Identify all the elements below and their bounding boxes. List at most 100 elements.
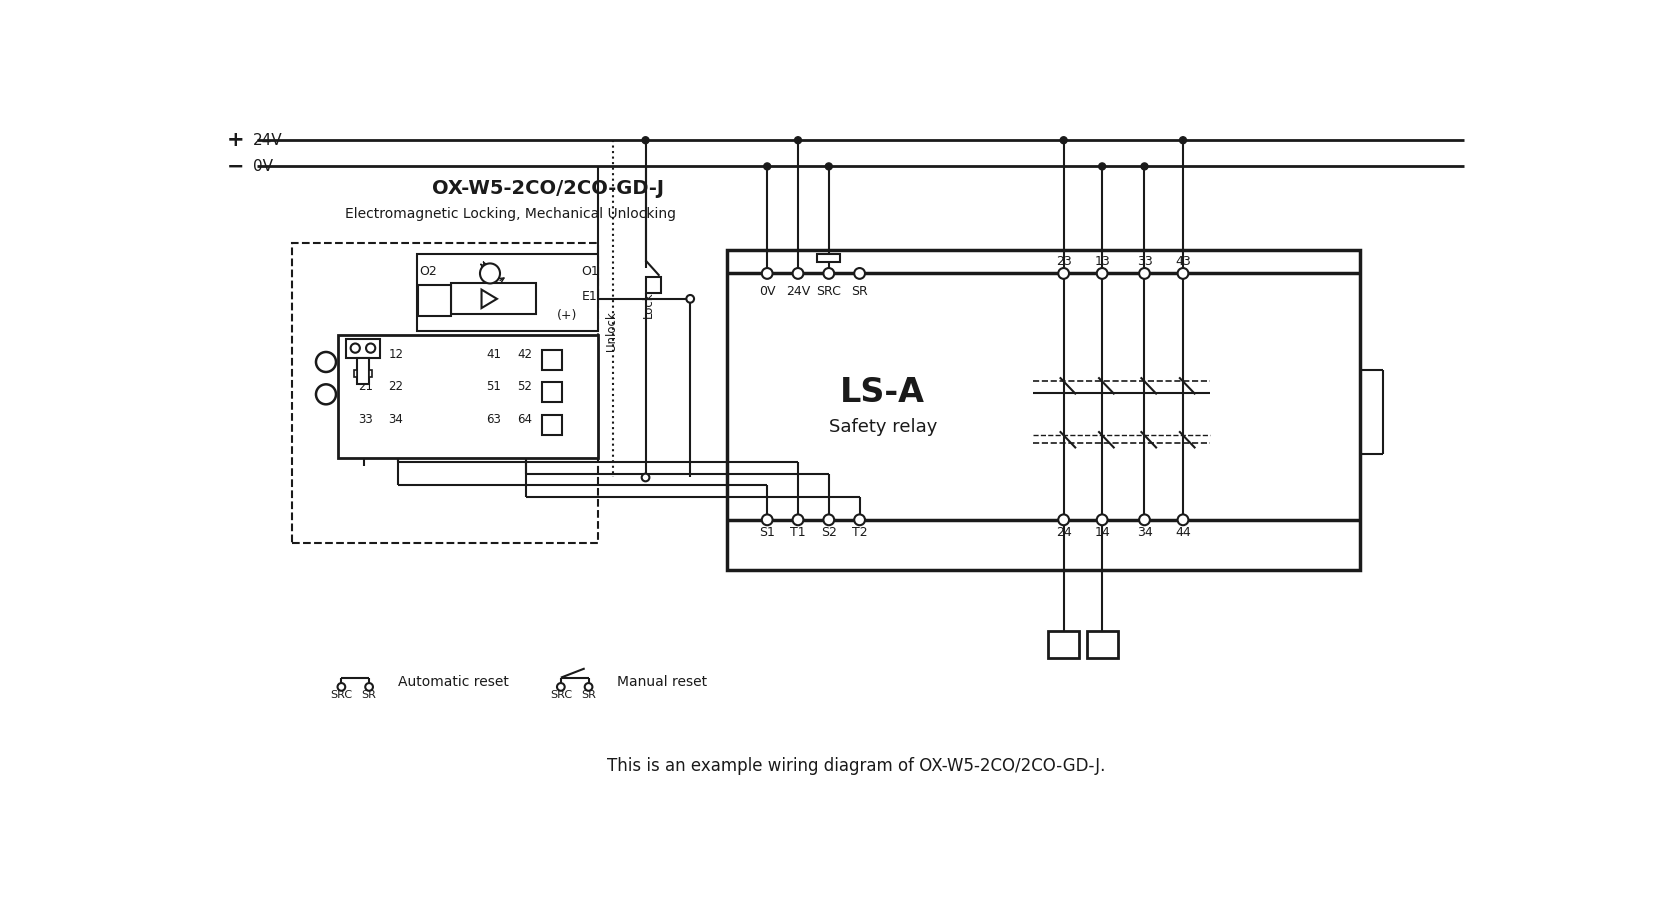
Bar xyxy=(646,277,661,293)
Circle shape xyxy=(1098,163,1105,170)
Circle shape xyxy=(793,268,803,279)
Circle shape xyxy=(641,474,649,481)
Text: O1: O1 xyxy=(581,265,599,279)
Circle shape xyxy=(1180,137,1187,144)
Circle shape xyxy=(315,384,335,405)
Circle shape xyxy=(481,263,501,283)
Text: S2: S2 xyxy=(821,527,836,539)
Text: 14: 14 xyxy=(1095,527,1110,539)
Circle shape xyxy=(764,163,771,170)
Bar xyxy=(541,350,561,369)
Bar xyxy=(541,382,561,402)
Circle shape xyxy=(761,514,773,525)
Circle shape xyxy=(1058,514,1070,525)
Circle shape xyxy=(793,514,803,525)
Text: LS-A: LS-A xyxy=(840,377,925,409)
Text: +: + xyxy=(227,130,245,150)
Text: 24V: 24V xyxy=(786,285,809,298)
Text: E1: E1 xyxy=(582,290,598,303)
Circle shape xyxy=(643,137,649,144)
Text: Automatic reset: Automatic reset xyxy=(397,674,509,689)
Text: OX-W5-2CO/2CO-GD-J: OX-W5-2CO/2CO-GD-J xyxy=(432,179,664,199)
Text: K2: K2 xyxy=(1093,636,1112,650)
Circle shape xyxy=(1178,268,1188,279)
Circle shape xyxy=(557,683,564,690)
Circle shape xyxy=(315,352,335,372)
Circle shape xyxy=(1097,268,1108,279)
Circle shape xyxy=(826,163,833,170)
Circle shape xyxy=(761,268,773,279)
Text: O2: O2 xyxy=(419,265,437,279)
Text: SRC: SRC xyxy=(330,690,352,700)
Text: 11: 11 xyxy=(357,348,372,360)
Circle shape xyxy=(794,137,801,144)
Text: 33: 33 xyxy=(1137,255,1152,269)
Text: Electromagnetic Locking, Mechanical Unlocking: Electromagnetic Locking, Mechanical Unlo… xyxy=(345,207,676,221)
Bar xyxy=(345,339,381,358)
Bar xyxy=(369,369,372,378)
Circle shape xyxy=(1140,514,1150,525)
Circle shape xyxy=(1060,137,1066,144)
Bar xyxy=(452,283,536,315)
Circle shape xyxy=(1178,514,1188,525)
Circle shape xyxy=(366,683,372,690)
Text: 0V: 0V xyxy=(252,159,272,174)
Circle shape xyxy=(855,514,865,525)
Bar xyxy=(818,254,841,262)
Text: K1: K1 xyxy=(1055,636,1073,650)
Text: SR: SR xyxy=(851,285,868,298)
Text: SRC: SRC xyxy=(549,690,572,700)
Text: 44: 44 xyxy=(1175,527,1192,539)
Text: (-): (-) xyxy=(427,294,441,307)
Text: 43: 43 xyxy=(1175,255,1192,269)
Text: −: − xyxy=(227,156,245,176)
Circle shape xyxy=(686,295,694,303)
Text: 64: 64 xyxy=(517,414,532,426)
Text: 22: 22 xyxy=(389,380,404,393)
Text: Unlock: Unlock xyxy=(606,311,618,351)
Bar xyxy=(357,358,369,384)
Circle shape xyxy=(855,268,865,279)
Bar xyxy=(339,335,598,458)
Text: S1: S1 xyxy=(759,527,774,539)
Circle shape xyxy=(584,683,592,690)
Bar xyxy=(354,369,357,378)
Text: 33: 33 xyxy=(357,414,372,426)
Circle shape xyxy=(823,268,834,279)
Bar xyxy=(1087,631,1118,658)
Bar xyxy=(1048,631,1080,658)
Bar xyxy=(541,415,561,435)
Text: T1: T1 xyxy=(789,527,806,539)
Circle shape xyxy=(1097,514,1108,525)
Text: SRC: SRC xyxy=(816,285,841,298)
Text: SR: SR xyxy=(581,690,596,700)
Text: 34: 34 xyxy=(1137,527,1152,539)
Text: 41: 41 xyxy=(486,348,501,360)
Text: 34: 34 xyxy=(389,414,404,426)
Circle shape xyxy=(350,343,361,352)
Text: SR: SR xyxy=(362,690,377,700)
Bar xyxy=(292,243,598,543)
Text: 24: 24 xyxy=(1056,527,1071,539)
Text: Lock: Lock xyxy=(643,291,656,317)
Text: 63: 63 xyxy=(486,414,501,426)
Circle shape xyxy=(366,343,376,352)
Text: 12: 12 xyxy=(389,348,404,360)
Text: (+): (+) xyxy=(557,309,577,322)
Text: 23: 23 xyxy=(1056,255,1071,269)
Text: 13: 13 xyxy=(1095,255,1110,269)
Text: Manual reset: Manual reset xyxy=(618,674,708,689)
Bar xyxy=(419,285,452,316)
Circle shape xyxy=(1142,163,1148,170)
Circle shape xyxy=(1140,268,1150,279)
Text: T2: T2 xyxy=(851,527,868,539)
Bar xyxy=(728,250,1360,570)
Text: E2: E2 xyxy=(421,290,436,303)
Text: Safety relay: Safety relay xyxy=(828,418,936,436)
Text: 24V: 24V xyxy=(252,133,282,147)
Circle shape xyxy=(1058,268,1070,279)
Circle shape xyxy=(337,683,345,690)
Text: This is an example wiring diagram of OX-W5-2CO/2CO-GD-J.: This is an example wiring diagram of OX-… xyxy=(606,757,1105,775)
Circle shape xyxy=(823,514,834,525)
Text: 42: 42 xyxy=(517,348,532,360)
